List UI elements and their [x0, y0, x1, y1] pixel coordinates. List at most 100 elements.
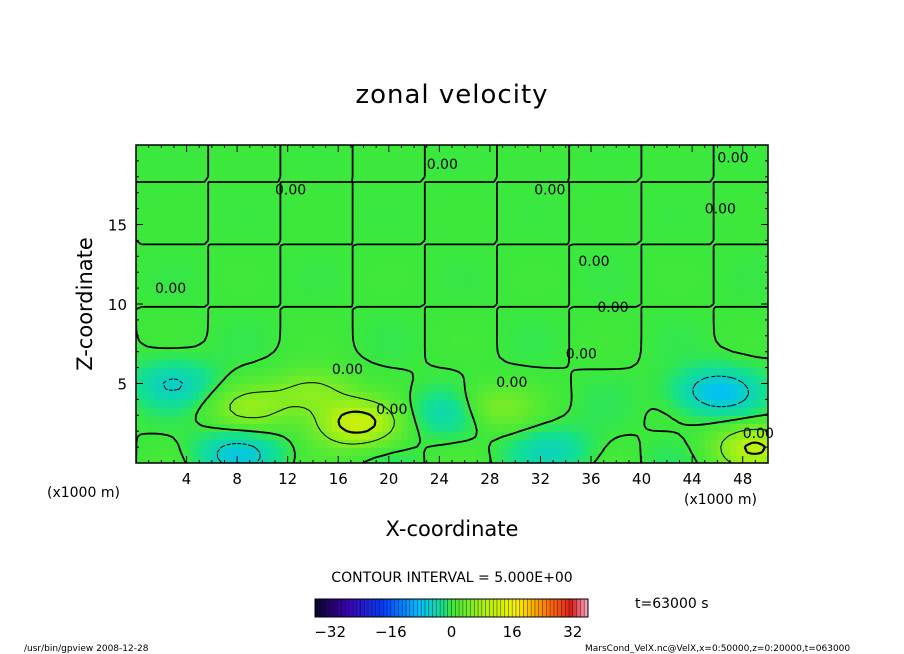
field-cell	[262, 152, 270, 162]
field-cell	[180, 327, 188, 337]
field-cell	[350, 248, 358, 257]
field-cell	[591, 423, 598, 432]
field-cell	[679, 152, 687, 162]
field-cell	[553, 264, 561, 273]
field-cell	[369, 184, 377, 194]
field-cell	[483, 272, 491, 281]
field-cell	[679, 296, 687, 305]
colorbar-cell	[436, 599, 441, 617]
field-cell	[666, 160, 674, 170]
field-cell	[294, 168, 301, 178]
field-cell	[300, 423, 308, 432]
field-cell	[603, 232, 611, 241]
field-cell	[154, 160, 162, 170]
field-cell	[148, 152, 156, 162]
field-cell	[414, 216, 421, 226]
field-cell	[578, 391, 586, 400]
field-cell	[211, 288, 219, 297]
field-cell	[136, 407, 143, 416]
field-cell	[445, 304, 453, 313]
field-cell	[376, 423, 384, 432]
field-cell	[540, 351, 548, 361]
field-cell	[199, 407, 207, 416]
field-cell	[180, 272, 188, 281]
field-cell	[173, 447, 181, 456]
field-cell	[369, 176, 377, 186]
field-cell	[167, 232, 175, 241]
field-cell	[673, 455, 681, 463]
field-cell	[559, 415, 567, 424]
field-cell	[692, 176, 700, 186]
field-cell	[711, 455, 719, 463]
field-cell	[256, 192, 263, 202]
field-cell	[148, 288, 156, 297]
field-cell	[641, 431, 649, 440]
field-cell	[616, 168, 624, 178]
field-cell	[723, 447, 731, 456]
field-cell	[723, 208, 731, 218]
field-cell	[534, 192, 542, 202]
field-cell	[268, 351, 276, 361]
field-cell	[470, 184, 478, 194]
field-cell	[230, 311, 238, 321]
field-cell	[464, 168, 472, 178]
field-cell	[306, 431, 314, 440]
field-cell	[306, 351, 314, 361]
field-cell	[521, 375, 529, 385]
field-cell	[237, 152, 245, 162]
field-cell	[211, 431, 219, 440]
field-cell	[369, 168, 377, 178]
field-cell	[647, 343, 655, 353]
field-cell	[711, 272, 719, 281]
field-cell	[350, 375, 358, 385]
field-cell	[464, 152, 472, 162]
field-cell	[180, 383, 188, 393]
field-cell	[679, 391, 687, 400]
field-cell	[192, 304, 200, 313]
field-cell	[275, 351, 282, 361]
field-cell	[281, 192, 289, 202]
field-cell	[502, 439, 510, 448]
field-cell	[211, 184, 219, 194]
field-cell	[376, 248, 384, 257]
field-cell	[237, 327, 245, 337]
field-cell	[578, 288, 586, 297]
field-cell	[641, 248, 649, 257]
field-cell	[357, 311, 365, 321]
field-cell	[521, 176, 529, 186]
field-cell	[414, 415, 421, 424]
field-cell	[312, 272, 320, 281]
field-cell	[256, 248, 263, 257]
field-cell	[192, 192, 200, 202]
field-cell	[142, 383, 150, 393]
field-cell	[559, 423, 567, 432]
field-cell	[281, 367, 289, 377]
field-cell	[477, 439, 485, 448]
field-cell	[256, 375, 263, 385]
field-cell	[711, 359, 719, 369]
field-cell	[294, 447, 301, 456]
field-cell	[325, 327, 333, 337]
field-cell	[256, 145, 263, 154]
field-cell	[749, 208, 756, 218]
field-cell	[312, 439, 320, 448]
field-cell	[401, 200, 409, 210]
field-cell	[249, 399, 257, 408]
field-cell	[591, 208, 598, 218]
field-cell	[414, 399, 421, 408]
field-cell	[458, 375, 466, 385]
field-cell	[300, 272, 308, 281]
field-cell	[180, 256, 188, 265]
field-cell	[382, 296, 390, 305]
field-cell	[622, 319, 630, 329]
field-cell	[679, 160, 687, 170]
field-cell	[603, 256, 611, 265]
field-cell	[161, 280, 169, 289]
field-cell	[192, 439, 200, 448]
field-cell	[199, 391, 207, 400]
field-cell	[698, 296, 706, 305]
field-cell	[603, 431, 611, 440]
field-cell	[749, 327, 756, 337]
field-cell	[641, 383, 649, 393]
field-cell	[224, 439, 232, 448]
